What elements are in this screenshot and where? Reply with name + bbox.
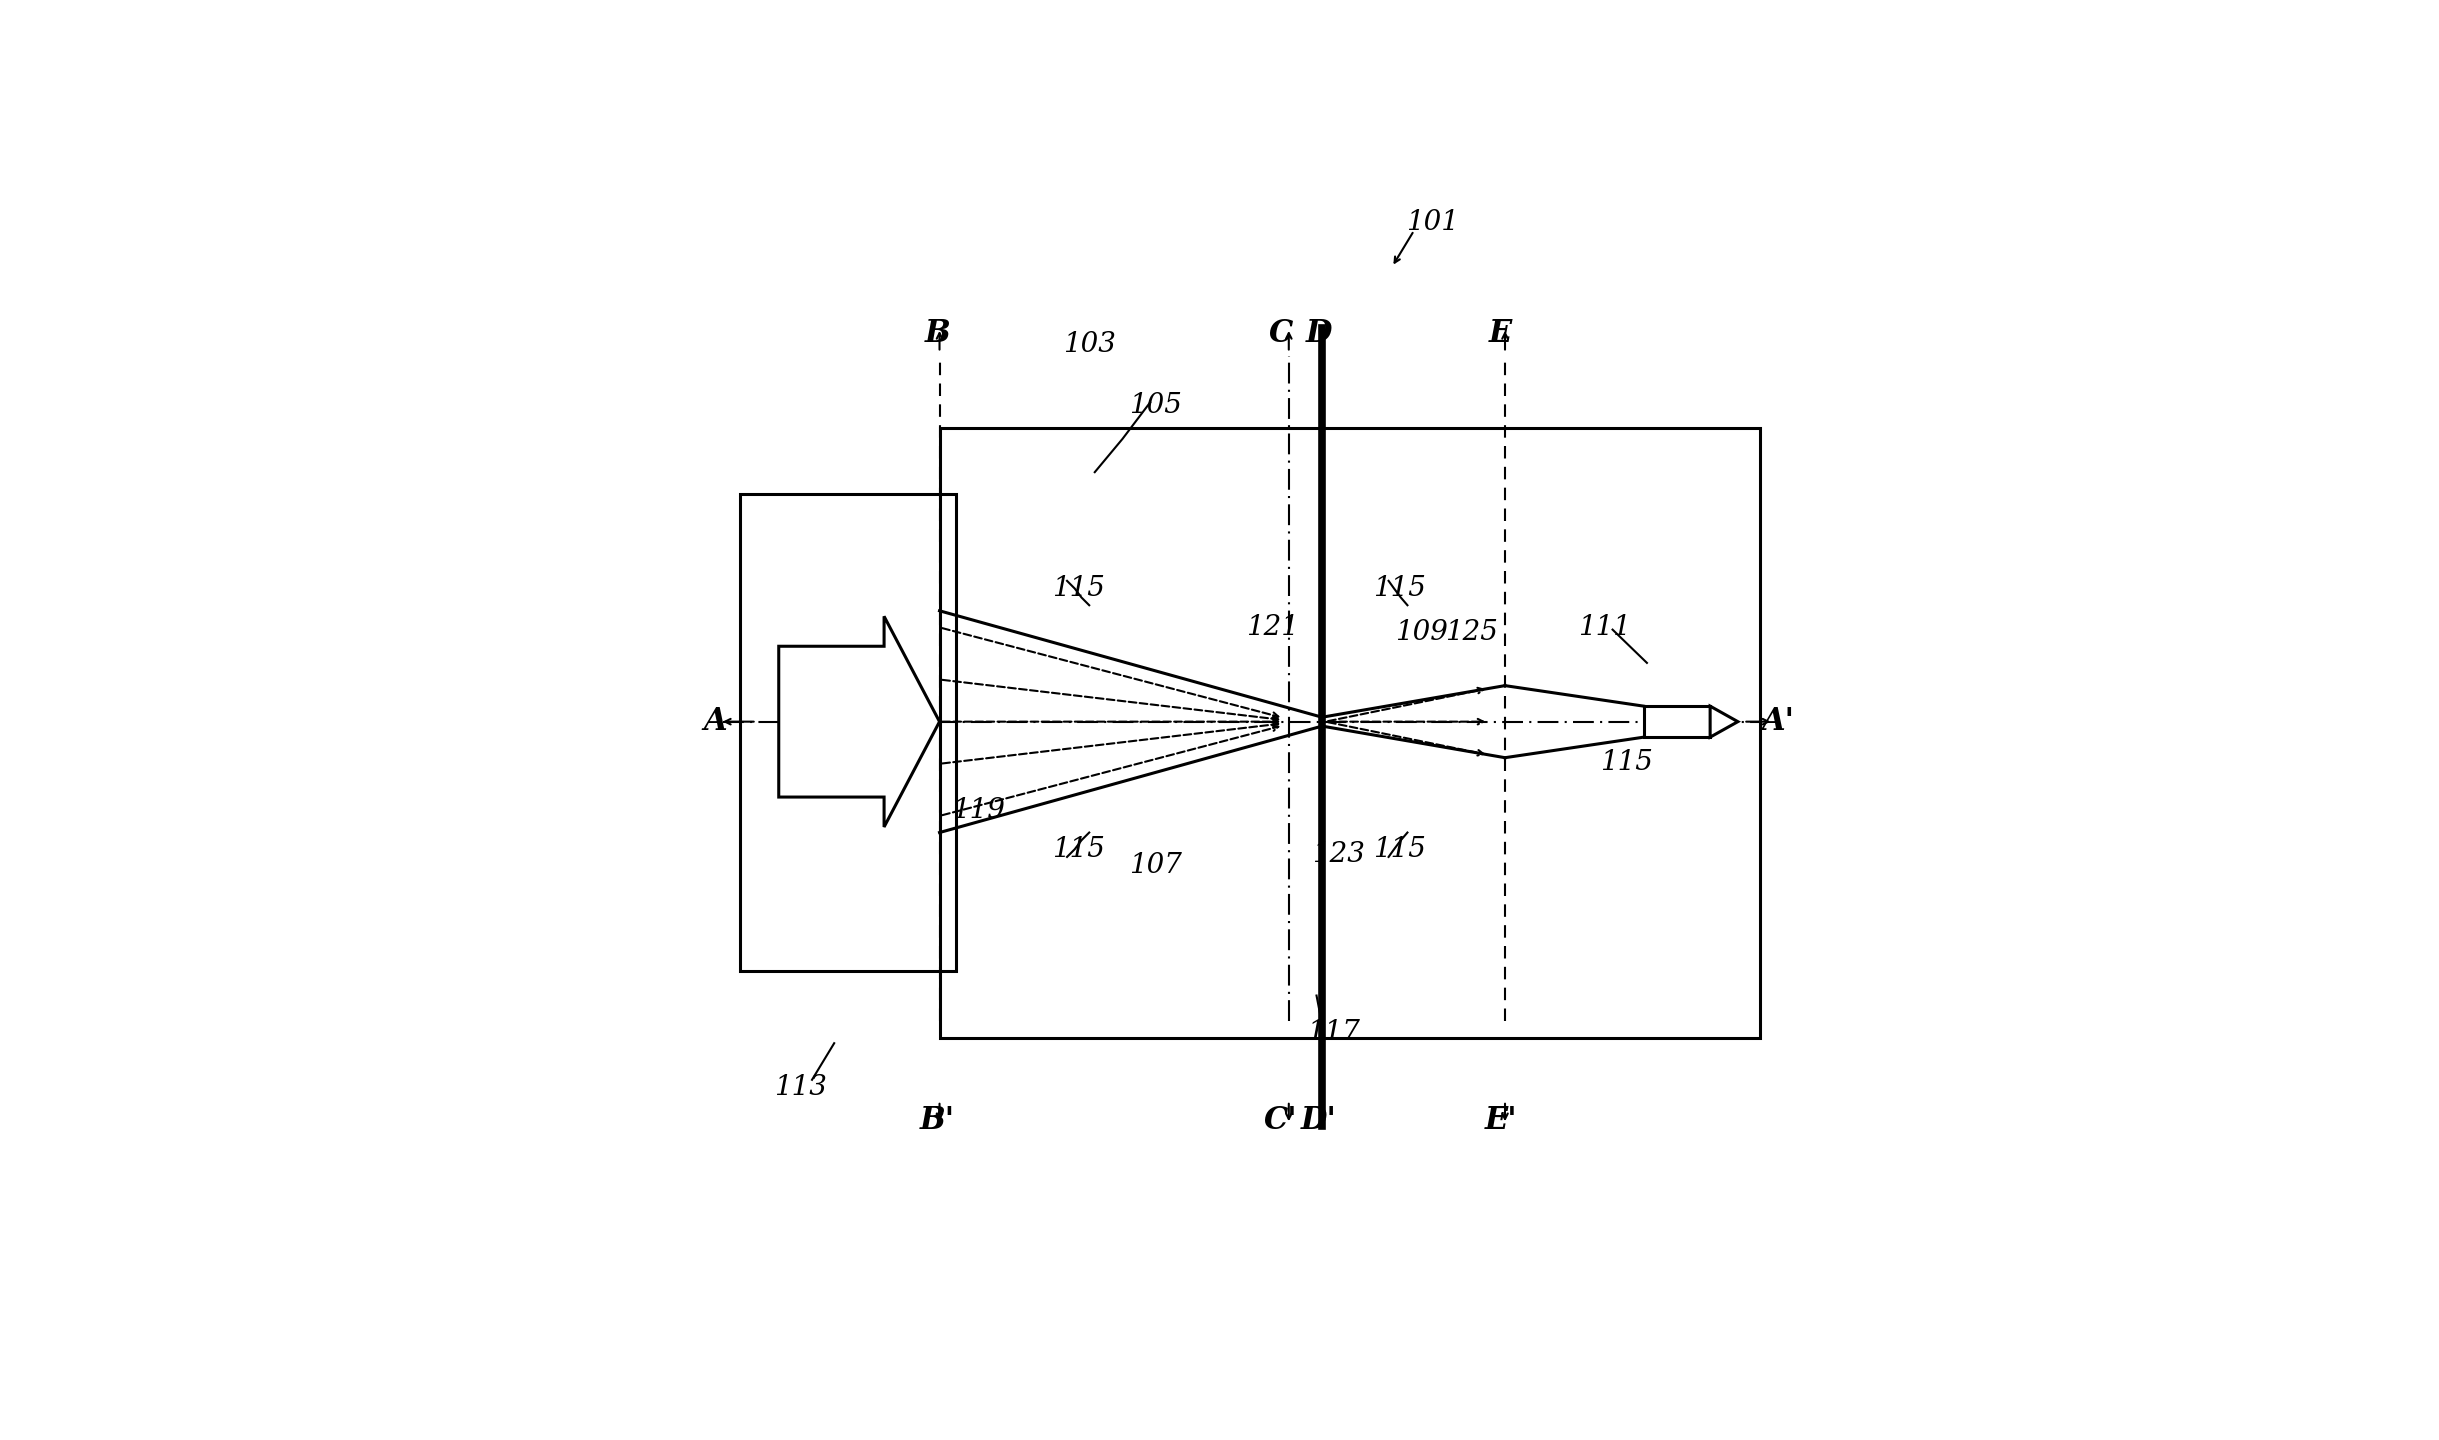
Polygon shape <box>1644 706 1710 737</box>
Text: B': B' <box>920 1106 954 1136</box>
Text: 113: 113 <box>776 1074 827 1102</box>
Text: 109: 109 <box>1395 619 1449 647</box>
Polygon shape <box>778 616 939 827</box>
Text: 115: 115 <box>798 697 849 724</box>
Text: 115: 115 <box>1051 835 1105 863</box>
Text: D': D' <box>1300 1106 1337 1136</box>
Text: E': E' <box>1485 1106 1517 1136</box>
Text: 101: 101 <box>1407 209 1459 236</box>
Text: A: A <box>705 706 727 737</box>
Text: C: C <box>1268 318 1293 348</box>
Text: A': A' <box>1761 706 1795 737</box>
Text: 117: 117 <box>1307 1018 1359 1045</box>
Text: 115: 115 <box>1373 835 1427 863</box>
Text: 115: 115 <box>1373 575 1427 602</box>
Text: 115: 115 <box>1051 575 1105 602</box>
Text: 111: 111 <box>1578 613 1632 641</box>
Text: 121: 121 <box>1246 613 1298 641</box>
Text: C': C' <box>1263 1106 1298 1136</box>
Bar <box>939 428 1761 1038</box>
Bar <box>739 494 956 971</box>
Text: D: D <box>1305 318 1332 348</box>
Text: 125: 125 <box>1446 619 1498 647</box>
Text: E: E <box>1488 318 1512 348</box>
Text: B: B <box>924 318 951 348</box>
Text: 123: 123 <box>1312 841 1366 868</box>
Polygon shape <box>1710 706 1739 737</box>
Text: 119: 119 <box>951 796 1005 824</box>
Text: 107: 107 <box>1129 852 1183 880</box>
Text: 105: 105 <box>1129 392 1183 419</box>
Text: 103: 103 <box>1063 331 1115 359</box>
Text: 115: 115 <box>1600 749 1654 776</box>
